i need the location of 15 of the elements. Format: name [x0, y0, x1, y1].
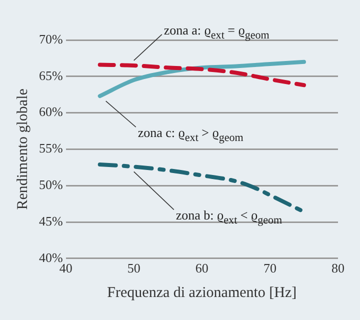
line-series	[98, 62, 306, 88]
y-tick-label: 40%	[38, 250, 63, 265]
x-tick-label: 70	[263, 260, 276, 276]
y-tick-label: 55%	[38, 140, 63, 156]
y-tick-label: 60%	[38, 104, 63, 120]
y-tick-label: 45%	[38, 213, 63, 228]
line-series	[98, 60, 306, 98]
x-tick-label: 50	[127, 260, 140, 276]
y-tick-label: 70%	[38, 31, 63, 46]
y-axis-title: Rendimento globale	[14, 88, 31, 210]
y-tick-label: 50%	[38, 177, 63, 192]
x-axis-title: Frequenza di azionamento [Hz]	[107, 284, 297, 301]
x-tick-label: 60	[195, 260, 208, 276]
x-tick-label: 80	[332, 260, 344, 276]
y-tick-label: 65%	[38, 68, 63, 83]
